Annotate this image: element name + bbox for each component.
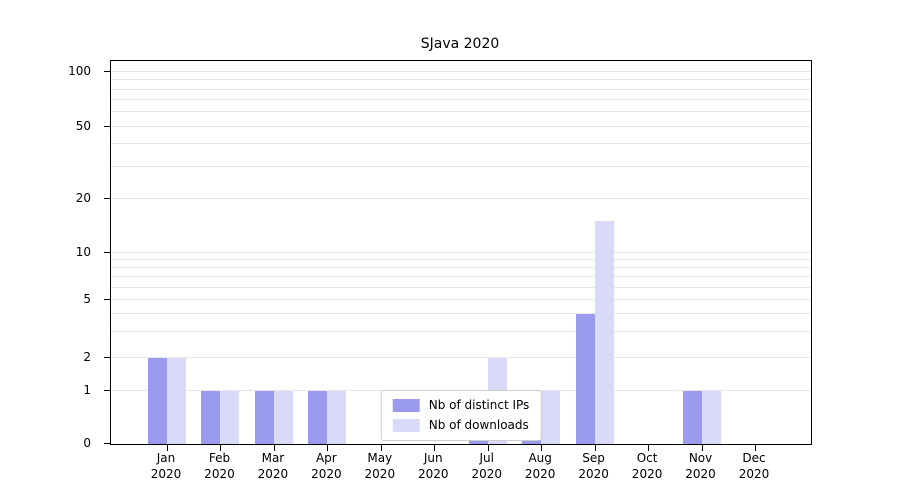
y-tick-label: 5 (83, 292, 91, 306)
legend: Nb of distinct IPs Nb of downloads (380, 390, 542, 441)
y-tick-label: 1 (83, 383, 91, 398)
x-tick-label: Aug 2020 (524, 451, 556, 481)
x-tick-label: Nov 2020 (685, 451, 716, 481)
gridline (111, 313, 811, 315)
bar-downloads-aug (541, 391, 561, 444)
x-tick-label: Feb 2020 (204, 451, 235, 481)
gridline (111, 197, 811, 199)
legend-item-distinct-ips: Nb of distinct IPs (392, 398, 530, 412)
x-tick-label: Apr 2020 (311, 451, 342, 481)
y-tick-mark (104, 443, 110, 444)
bar-distinct-ips-sep (575, 314, 595, 444)
gridline (111, 356, 811, 358)
y-tick-mark (104, 197, 110, 199)
gridline (111, 299, 811, 300)
plot-area: Nb of distinct IPs Nb of downloads (104, 60, 812, 451)
gridline (111, 331, 811, 333)
legend-label-downloads: Nb of downloads (428, 418, 529, 432)
gridline (111, 259, 811, 261)
x-tick-mark (594, 445, 596, 451)
legend-swatch-distinct-ips (392, 399, 420, 412)
x-tick-label: Dec 2020 (738, 451, 770, 481)
x-tick-mark (487, 445, 489, 451)
x-tick-label: Jan 2020 (150, 451, 182, 481)
gridline (111, 276, 811, 278)
x-tick-mark (273, 445, 275, 451)
bar-downloads-apr (327, 391, 347, 444)
gridline (111, 286, 811, 288)
gridline (111, 88, 811, 90)
bar-downloads-feb (220, 391, 240, 444)
x-tick-label: May 2020 (364, 451, 396, 481)
gridline (111, 143, 811, 145)
gridline (111, 267, 811, 269)
bar-downloads-sep (594, 221, 614, 444)
y-tick-label: 2 (83, 349, 91, 364)
x-tick-label: Mar 2020 (257, 451, 289, 481)
gridline (111, 111, 811, 113)
x-tick-mark (380, 445, 382, 451)
x-tick-mark (327, 445, 329, 451)
x-tick-mark (541, 445, 543, 451)
x-tick-mark (434, 445, 436, 451)
y-tick-label: 10 (75, 244, 91, 259)
bar-distinct-ips-feb (201, 391, 221, 444)
x-axis-labels: Jan 2020 Feb 2020 Mar 2020 Apr 2020 May 2020… (110, 450, 810, 490)
y-tick-label: 50 (75, 118, 91, 133)
gridline (111, 79, 811, 81)
chart-title: SJava 2020 (420, 36, 500, 52)
y-tick-mark (104, 356, 110, 358)
x-tick-mark (755, 445, 756, 451)
y-tick-mark (104, 125, 110, 127)
y-tick-mark (104, 251, 110, 253)
x-tick-label: Sep 2020 (578, 451, 609, 481)
bar-distinct-ips-nov (682, 391, 702, 444)
bar-distinct-ips-apr (308, 391, 328, 444)
gridline (111, 125, 811, 127)
y-tick-label: 100 (68, 64, 91, 79)
bar-downloads-mar (273, 391, 293, 444)
legend-label-distinct-ips: Nb of distinct IPs (428, 398, 530, 412)
x-tick-mark (167, 445, 168, 451)
y-tick-mark (104, 71, 110, 73)
bar-distinct-ips-mar (254, 391, 274, 444)
y-axis-labels: 0 1 2 5 10 20 50 100 (0, 60, 103, 450)
bar-downloads-jan (167, 357, 186, 444)
y-tick-label: 20 (75, 190, 91, 205)
gridline (111, 99, 811, 101)
gridline (111, 71, 811, 73)
y-tick-mark (104, 299, 110, 300)
x-tick-mark (648, 445, 650, 451)
y-tick-mark (104, 390, 110, 392)
x-tick-mark (220, 445, 222, 451)
y-tick-label: 0 (83, 436, 91, 450)
gridline (111, 166, 811, 168)
x-tick-label: Jun 2020 (417, 451, 449, 481)
legend-item-downloads: Nb of downloads (392, 418, 530, 432)
gridline (111, 251, 811, 253)
bar-downloads-nov (701, 391, 721, 444)
bar-distinct-ips-jan (148, 357, 167, 444)
legend-swatch-downloads (392, 419, 420, 432)
x-tick-mark (701, 445, 703, 451)
x-tick-label: Jul 2020 (471, 451, 502, 481)
x-tick-label: Oct 2020 (631, 451, 663, 481)
